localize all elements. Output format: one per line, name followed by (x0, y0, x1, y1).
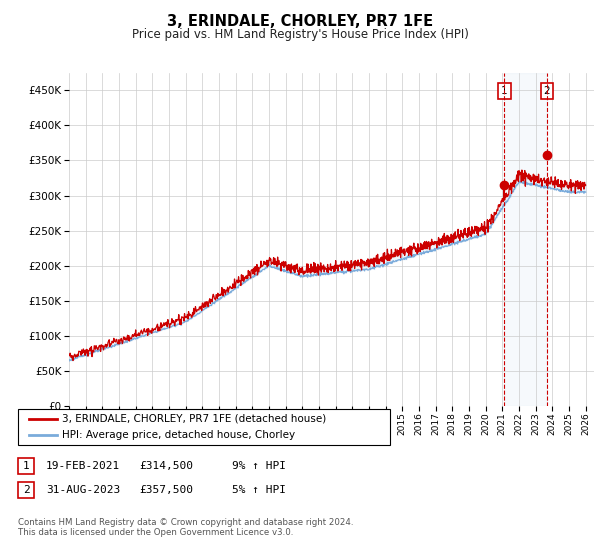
Text: 1: 1 (23, 461, 29, 471)
Text: 5% ↑ HPI: 5% ↑ HPI (232, 485, 286, 495)
Text: Contains HM Land Registry data © Crown copyright and database right 2024.
This d: Contains HM Land Registry data © Crown c… (18, 518, 353, 538)
Text: 3, ERINDALE, CHORLEY, PR7 1FE: 3, ERINDALE, CHORLEY, PR7 1FE (167, 14, 433, 29)
Text: 9% ↑ HPI: 9% ↑ HPI (232, 461, 286, 471)
Text: 3, ERINDALE, CHORLEY, PR7 1FE (detached house): 3, ERINDALE, CHORLEY, PR7 1FE (detached … (62, 414, 326, 424)
Text: 1: 1 (501, 86, 508, 96)
Text: Price paid vs. HM Land Registry's House Price Index (HPI): Price paid vs. HM Land Registry's House … (131, 28, 469, 41)
Text: 31-AUG-2023: 31-AUG-2023 (46, 485, 121, 495)
Text: HPI: Average price, detached house, Chorley: HPI: Average price, detached house, Chor… (62, 430, 295, 440)
Text: 2: 2 (544, 86, 550, 96)
Text: £357,500: £357,500 (139, 485, 193, 495)
Text: 19-FEB-2021: 19-FEB-2021 (46, 461, 121, 471)
Text: £314,500: £314,500 (139, 461, 193, 471)
Text: 2: 2 (23, 485, 29, 495)
Bar (505, 73, 547, 406)
